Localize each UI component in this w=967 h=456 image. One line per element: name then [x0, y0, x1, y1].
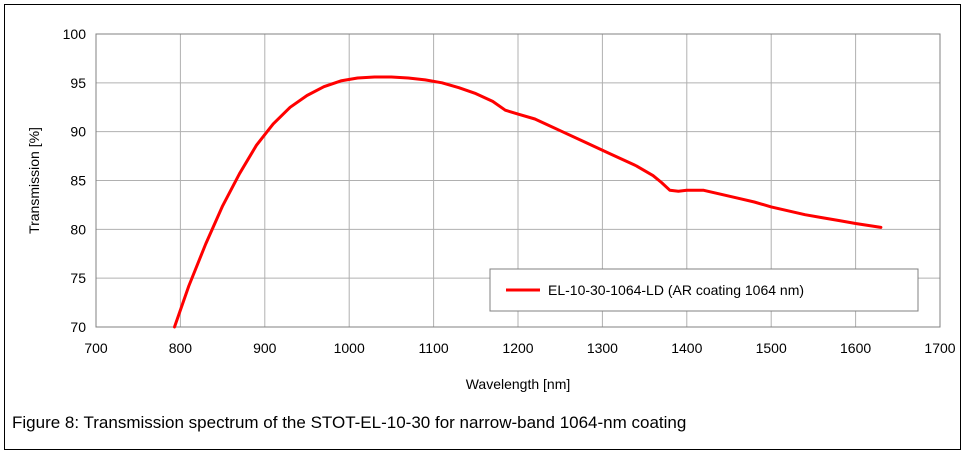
x-tick-label: 1000 [334, 340, 365, 356]
y-tick-label: 85 [70, 173, 86, 189]
y-tick-label: 70 [70, 319, 86, 335]
y-tick-label: 95 [70, 75, 86, 91]
x-tick-label: 900 [253, 340, 277, 356]
x-tick-label: 1100 [419, 340, 449, 356]
series-line [173, 75, 883, 329]
x-tick-label: 1600 [840, 340, 871, 356]
x-tick-labels: 700 800 900 1000 1100 1200 1300 1400 1500 1600 170… [84, 340, 955, 356]
y-axis-label: Transmission [%] [26, 127, 42, 234]
x-tick-label: 800 [169, 340, 193, 356]
x-tick-label: 1500 [756, 340, 787, 356]
x-tick-label: 700 [84, 340, 108, 356]
y-tick-label: 90 [70, 124, 86, 140]
y-tick-labels: 70 75 80 85 90 95 100 [63, 26, 87, 335]
legend: EL-10-30-1064-LD (AR coating 1064 nm) [489, 268, 919, 312]
figure-caption: Figure 8: Transmission spectrum of the S… [12, 413, 687, 432]
legend-label: EL-10-30-1064-LD (AR coating 1064 nm) [548, 282, 804, 298]
y-tick-label: 80 [70, 221, 86, 237]
y-tick-label: 100 [63, 26, 87, 42]
x-tick-label: 1200 [502, 340, 533, 356]
x-tick-label: 1300 [587, 340, 618, 356]
y-tick-label: 75 [70, 270, 86, 286]
x-tick-label: 1400 [671, 340, 702, 356]
x-axis-label: Wavelength [nm] [466, 376, 571, 392]
x-tick-label: 1700 [924, 340, 955, 356]
figure-frame [4, 4, 961, 450]
legend-box [489, 268, 919, 312]
plot-area [95, 33, 941, 328]
